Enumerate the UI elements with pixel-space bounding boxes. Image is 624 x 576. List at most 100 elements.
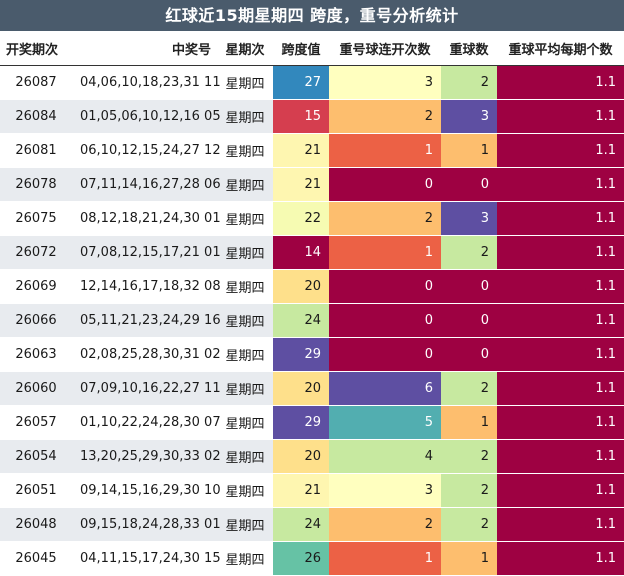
span-cell: 29: [273, 337, 329, 372]
average-cell: 1.1: [497, 303, 624, 338]
table-row: 26078 07,11,14,16,27,28 06 星期四 21 0 0 1.1: [0, 167, 624, 202]
span-cell: 20: [273, 439, 329, 474]
repeat-cell: 3: [441, 201, 497, 236]
consecutive-cell: 1: [329, 235, 441, 270]
weekday-cell: 星期四: [217, 541, 273, 576]
span-cell: 22: [273, 201, 329, 236]
average-cell: 1.1: [497, 507, 624, 542]
span-cell: 26: [273, 541, 329, 576]
table-row: 26081 06,10,12,15,24,27 12 星期四 21 1 1 1.1: [0, 133, 624, 168]
repeat-cell: 0: [441, 303, 497, 338]
repeat-cell: 0: [441, 167, 497, 202]
span-cell: 29: [273, 405, 329, 440]
consecutive-cell: 0: [329, 303, 441, 338]
numbers-cell: 13,20,25,29,30,33 02: [72, 439, 221, 474]
table-row: 26084 01,05,06,10,12,16 05 星期四 15 2 3 1.1: [0, 99, 624, 134]
stats-table: 开奖期次 中奖号 星期次 跨度值 重号球连开次数 重球数 重球平均每期个数 26…: [0, 31, 624, 576]
table-row: 26069 12,14,16,17,18,32 08 星期四 20 0 0 1.1: [0, 269, 624, 304]
col-header-numbers[interactable]: 中奖号: [72, 31, 217, 66]
table-row: 26045 04,11,15,17,24,30 15 星期四 26 1 1 1.1: [0, 541, 624, 576]
table-row: 26087 04,06,10,18,23,31 11 星期四 27 3 2 1.1: [0, 65, 624, 100]
numbers-cell: 01,10,22,24,28,30 07: [72, 405, 221, 440]
repeat-cell: 2: [441, 473, 497, 508]
header-row: 开奖期次 中奖号 星期次 跨度值 重号球连开次数 重球数 重球平均每期个数: [0, 31, 624, 66]
repeat-cell: 2: [441, 65, 497, 100]
consecutive-cell: 2: [329, 99, 441, 134]
col-header-consecutive[interactable]: 重号球连开次数: [329, 31, 441, 66]
table-row: 26066 05,11,21,23,24,29 16 星期四 24 0 0 1.1: [0, 303, 624, 338]
issue-cell: 26063: [0, 337, 72, 372]
numbers-cell: 07,11,14,16,27,28 06: [72, 167, 221, 202]
repeat-cell: 1: [441, 405, 497, 440]
issue-cell: 26066: [0, 303, 72, 338]
weekday-cell: 星期四: [217, 439, 273, 474]
table-row: 26057 01,10,22,24,28,30 07 星期四 29 5 1 1.1: [0, 405, 624, 440]
average-cell: 1.1: [497, 99, 624, 134]
weekday-cell: 星期四: [217, 201, 273, 236]
average-cell: 1.1: [497, 201, 624, 236]
issue-cell: 26045: [0, 541, 72, 576]
span-cell: 24: [273, 507, 329, 542]
numbers-cell: 01,05,06,10,12,16 05: [72, 99, 221, 134]
weekday-cell: 星期四: [217, 99, 273, 134]
table-row: 26051 09,14,15,16,29,30 10 星期四 21 3 2 1.1: [0, 473, 624, 508]
issue-cell: 26081: [0, 133, 72, 168]
page-title: 红球近15期星期四 跨度，重号分析统计: [0, 0, 624, 31]
numbers-cell: 09,14,15,16,29,30 10: [72, 473, 221, 508]
col-header-issue[interactable]: 开奖期次: [0, 31, 72, 66]
repeat-cell: 3: [441, 99, 497, 134]
span-cell: 27: [273, 65, 329, 100]
average-cell: 1.1: [497, 337, 624, 372]
weekday-cell: 星期四: [217, 133, 273, 168]
col-header-weekday[interactable]: 星期次: [217, 31, 273, 66]
repeat-cell: 1: [441, 541, 497, 576]
consecutive-cell: 2: [329, 201, 441, 236]
repeat-cell: 1: [441, 133, 497, 168]
table-row: 26054 13,20,25,29,30,33 02 星期四 20 4 2 1.1: [0, 439, 624, 474]
numbers-cell: 07,09,10,16,22,27 11: [72, 371, 221, 406]
table-row: 26072 07,08,12,15,17,21 01 星期四 14 1 2 1.1: [0, 235, 624, 270]
weekday-cell: 星期四: [217, 473, 273, 508]
consecutive-cell: 5: [329, 405, 441, 440]
weekday-cell: 星期四: [217, 269, 273, 304]
consecutive-cell: 0: [329, 337, 441, 372]
consecutive-cell: 3: [329, 473, 441, 508]
average-cell: 1.1: [497, 235, 624, 270]
issue-cell: 26048: [0, 507, 72, 542]
table-row: 26075 08,12,18,21,24,30 01 星期四 22 2 3 1.1: [0, 201, 624, 236]
weekday-cell: 星期四: [217, 303, 273, 338]
col-header-span[interactable]: 跨度值: [273, 31, 329, 66]
consecutive-cell: 0: [329, 167, 441, 202]
repeat-cell: 0: [441, 269, 497, 304]
issue-cell: 26075: [0, 201, 72, 236]
numbers-cell: 06,10,12,15,24,27 12: [72, 133, 221, 168]
span-cell: 15: [273, 99, 329, 134]
consecutive-cell: 1: [329, 133, 441, 168]
span-cell: 20: [273, 269, 329, 304]
average-cell: 1.1: [497, 65, 624, 100]
issue-cell: 26069: [0, 269, 72, 304]
consecutive-cell: 3: [329, 65, 441, 100]
numbers-cell: 04,06,10,18,23,31 11: [72, 65, 221, 100]
weekday-cell: 星期四: [217, 167, 273, 202]
average-cell: 1.1: [497, 405, 624, 440]
issue-cell: 26054: [0, 439, 72, 474]
numbers-cell: 04,11,15,17,24,30 15: [72, 541, 221, 576]
col-header-repeat[interactable]: 重球数: [441, 31, 497, 66]
col-header-average[interactable]: 重球平均每期个数: [497, 31, 624, 66]
consecutive-cell: 2: [329, 507, 441, 542]
consecutive-cell: 6: [329, 371, 441, 406]
repeat-cell: 2: [441, 235, 497, 270]
numbers-cell: 12,14,16,17,18,32 08: [72, 269, 221, 304]
issue-cell: 26078: [0, 167, 72, 202]
span-cell: 24: [273, 303, 329, 338]
numbers-cell: 05,11,21,23,24,29 16: [72, 303, 221, 338]
consecutive-cell: 0: [329, 269, 441, 304]
average-cell: 1.1: [497, 541, 624, 576]
numbers-cell: 02,08,25,28,30,31 02: [72, 337, 221, 372]
average-cell: 1.1: [497, 133, 624, 168]
table-row: 26048 09,15,18,24,28,33 01 星期四 24 2 2 1.1: [0, 507, 624, 542]
weekday-cell: 星期四: [217, 235, 273, 270]
repeat-cell: 2: [441, 507, 497, 542]
weekday-cell: 星期四: [217, 405, 273, 440]
